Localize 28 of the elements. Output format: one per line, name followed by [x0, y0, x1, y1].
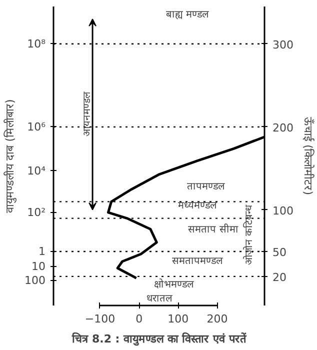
text: 10	[32, 260, 46, 273]
annotation: तापमण्डल	[186, 181, 225, 192]
x-tick-label: 0	[136, 312, 143, 326]
annotation: बाह्य मण्डल	[166, 9, 210, 20]
y-axis-title: ऊँचाई (किलोमीटर)	[301, 116, 314, 196]
text: 10⁴	[27, 164, 46, 178]
y-tick-label: 50	[272, 246, 286, 260]
annotation: मध्यमण्डल	[178, 200, 218, 212]
y2-axis-title: वायुमण्डलीय दाब (मिलीबार)	[4, 99, 17, 213]
text: 10⁸	[27, 37, 46, 50]
text: 100	[24, 274, 46, 288]
text: 10⁶	[27, 120, 46, 134]
y-tick-label: 100	[272, 204, 294, 218]
annotation: समताप सीमा	[188, 223, 238, 236]
annotation: क्षोभमण्डल	[154, 278, 194, 290]
annotation: धरातल	[146, 293, 172, 304]
annotation: समतापमण्डल	[172, 256, 224, 268]
x-tick-label: 200	[206, 312, 228, 326]
annotation: ओज़ोन कटिबन्ध	[243, 204, 256, 266]
x-tick-label: 100	[168, 312, 189, 326]
y-tick-label: 20	[272, 270, 286, 284]
text: 1	[38, 244, 46, 258]
annotation: आयनमण्डल	[82, 92, 93, 137]
y-tick-label: 300	[272, 38, 294, 52]
text: चित्र 8.2 : वायुमण्डल का विस्तार एवं परतें	[71, 332, 247, 346]
x-tick-label: −100	[84, 312, 116, 326]
text: 10²	[27, 206, 46, 220]
y-tick-label: 200	[272, 121, 294, 134]
